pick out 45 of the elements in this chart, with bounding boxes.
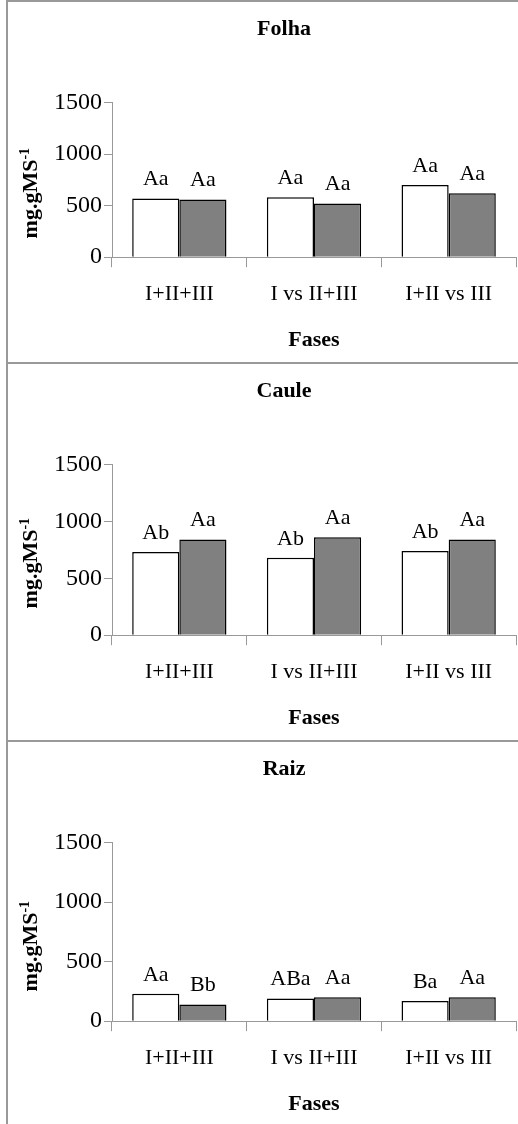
x-axis-title: Fases [288, 1090, 341, 1116]
x-tick-label: I vs II+III [270, 280, 358, 306]
data-label: Bb [190, 971, 216, 997]
data-label: Aa [324, 504, 351, 530]
y-tick-label: 1500 [54, 87, 102, 114]
data-label: Aa [324, 170, 351, 196]
data-label: Aa [190, 506, 216, 532]
chart-title: Raiz [262, 754, 306, 780]
data-label: Aa [142, 165, 169, 191]
data-label: Aa [459, 964, 486, 990]
data-label: Ab [276, 524, 304, 550]
x-tick-label: I vs II+III [270, 658, 358, 684]
y-tick-label: 0 [90, 1006, 102, 1033]
chart-title: Folha [257, 14, 311, 40]
chart-title: Caule [256, 376, 312, 402]
data-label: Aa [142, 960, 169, 986]
y-tick-label: 1500 [54, 449, 102, 476]
y-tick-label: 500 [66, 946, 102, 973]
x-tick-label: I+II vs III [405, 658, 493, 684]
y-tick-label: 500 [66, 190, 102, 217]
y-tick-label: 1000 [54, 887, 102, 914]
y-tick-label: 1000 [54, 139, 102, 166]
x-tick-label: I+II+III [144, 1044, 214, 1070]
data-label: Ab [142, 518, 170, 544]
y-tick-label: 0 [90, 620, 102, 647]
data-label: Ab [411, 517, 439, 543]
data-label: Aa [190, 166, 216, 192]
data-label: Aa [324, 964, 351, 990]
x-axis-title: Fases [288, 704, 341, 730]
x-tick-label: I+II+III [144, 280, 214, 306]
y-tick-label: 1000 [54, 506, 102, 533]
data-label: ABa [270, 965, 311, 991]
x-tick-label: I+II+III [144, 658, 214, 684]
x-tick-label: I+II vs III [405, 280, 493, 306]
data-label: Aa [277, 164, 304, 190]
x-tick-label: I+II vs III [405, 1044, 493, 1070]
x-axis-title: Fases [288, 326, 341, 352]
data-label: Aa [459, 160, 486, 185]
y-tick-label: 0 [90, 242, 102, 269]
y-tick-label: 1500 [54, 827, 102, 854]
x-tick-label: I vs II+III [270, 1044, 358, 1070]
data-label: Ba [412, 967, 438, 993]
data-label: Aa [412, 151, 439, 177]
y-tick-label: 500 [66, 563, 102, 590]
data-label: Aa [459, 506, 486, 532]
